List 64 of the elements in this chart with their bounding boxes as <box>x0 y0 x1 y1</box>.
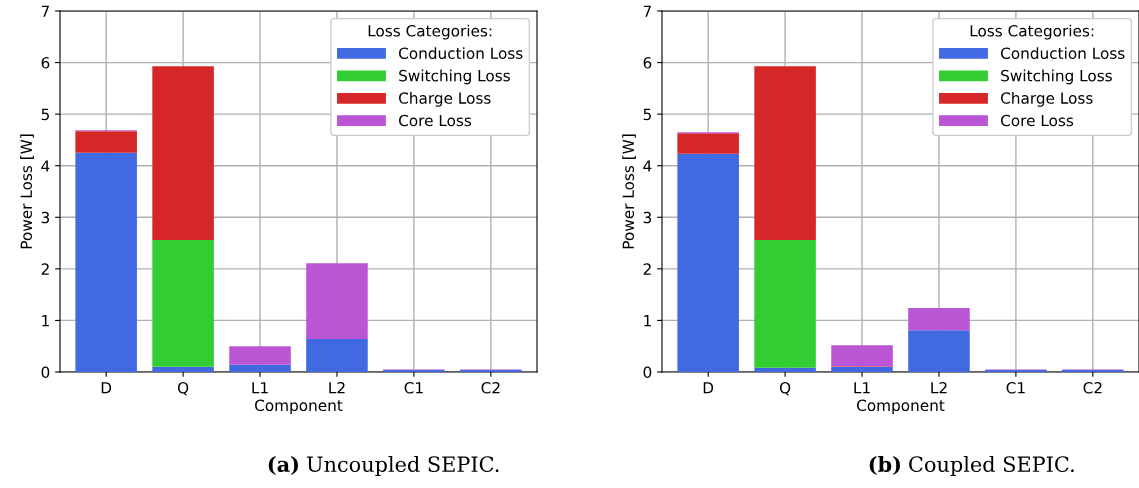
y-tick-label: 1 <box>42 315 49 327</box>
bar <box>152 66 214 240</box>
y-tick-label: 5 <box>643 108 651 121</box>
legend-label: Charge Loss <box>1001 92 1093 107</box>
x-tick-label: Q <box>779 381 791 396</box>
legend-label: Charge Loss <box>399 92 491 107</box>
legend-label: Conduction Loss <box>399 47 523 59</box>
bar <box>908 330 970 372</box>
bar <box>306 338 368 372</box>
y-tick-label: 0 <box>41 366 50 379</box>
legend-title: Loss Categories: <box>368 24 492 40</box>
legend-title: Loss Categories: <box>970 24 1094 40</box>
y-axis-title: Power Loss [W] <box>20 134 34 249</box>
x-tick-label: C1 <box>404 381 423 394</box>
text: (a) <box>268 455 299 475</box>
bar <box>75 131 137 153</box>
y-tick-label: 1 <box>644 315 651 327</box>
y-axis-title: Power Loss [W] <box>622 134 636 249</box>
bar <box>754 367 816 372</box>
x-tick-label: L1 <box>854 382 870 394</box>
x-tick-label: C2 <box>1083 381 1102 394</box>
x-tick-label: D <box>101 382 112 394</box>
bar <box>229 364 291 372</box>
bar <box>306 263 368 339</box>
bar <box>831 366 893 372</box>
x-axis-title: Component <box>857 399 945 415</box>
text: Uncoupled SEPIC. <box>306 455 499 477</box>
x-tick-label: L2 <box>931 381 947 394</box>
y-tick-label: 2 <box>643 263 651 275</box>
y-tick-label: 6 <box>41 57 50 69</box>
legend-label: Conduction Loss <box>1001 47 1125 59</box>
y-tick-label: 5 <box>41 108 49 121</box>
x-axis-title: Component <box>255 399 343 415</box>
x-tick-label: D <box>703 382 714 394</box>
bar <box>754 66 816 240</box>
x-tick-label: L2 <box>329 381 345 394</box>
bar <box>677 133 739 154</box>
y-tick-label: 0 <box>643 366 652 379</box>
y-tick-label: 7 <box>643 5 651 17</box>
bar <box>152 366 214 372</box>
legend-label: Switching Loss <box>399 69 510 85</box>
bar <box>75 152 137 372</box>
bar <box>908 308 970 331</box>
x-tick-label: Q <box>177 381 189 396</box>
text: Coupled SEPIC. <box>909 455 1074 477</box>
bar <box>152 239 214 367</box>
text: (b) <box>869 455 901 475</box>
x-tick-label: C2 <box>481 381 500 394</box>
y-tick-label: 4 <box>41 160 50 172</box>
bar <box>677 153 739 372</box>
bar <box>754 239 816 368</box>
y-tick-label: 4 <box>643 160 652 172</box>
x-tick-label: C1 <box>1006 381 1025 394</box>
y-tick-label: 7 <box>41 5 49 17</box>
legend-label: Switching Loss <box>1001 69 1112 85</box>
y-tick-label: 3 <box>643 211 652 224</box>
legend-label: Core Loss <box>1001 114 1074 127</box>
y-tick-label: 6 <box>643 57 652 69</box>
x-tick-label: L1 <box>252 382 268 394</box>
y-tick-label: 2 <box>41 263 49 275</box>
bar <box>831 345 893 367</box>
y-tick-label: 3 <box>41 211 50 224</box>
bar <box>229 346 291 365</box>
legend-label: Core Loss <box>399 114 472 127</box>
